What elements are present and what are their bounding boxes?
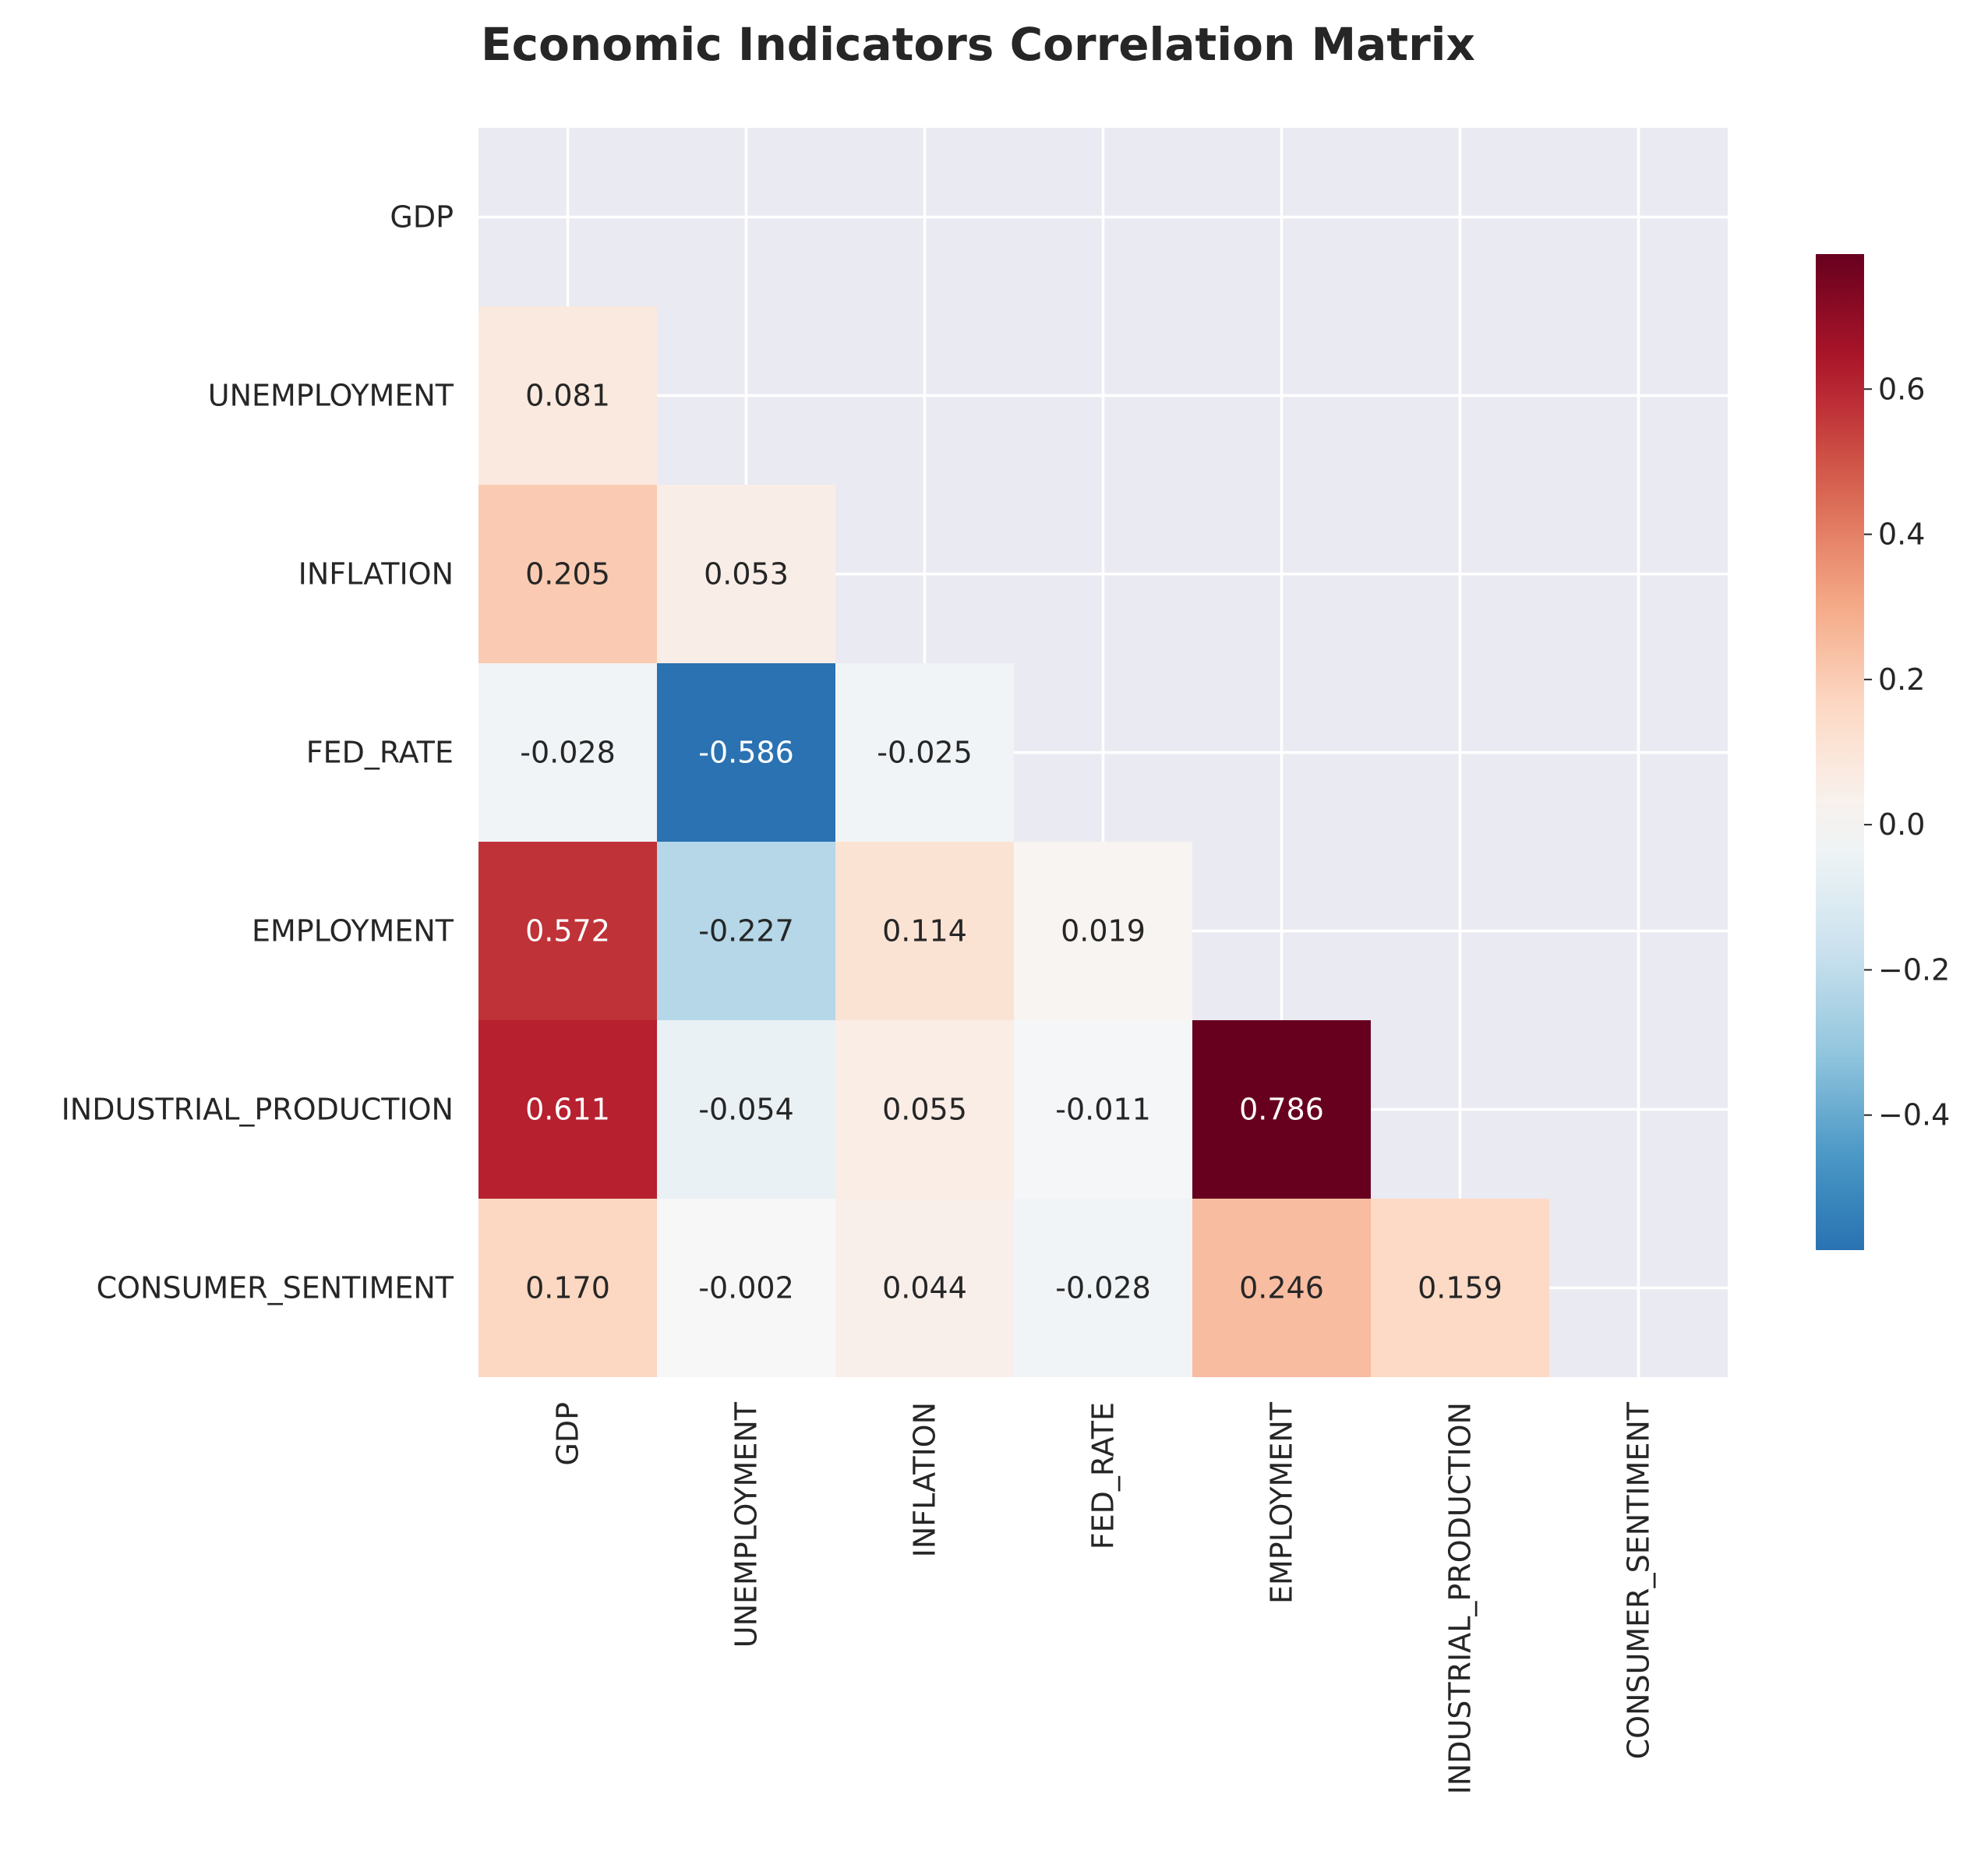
heatmap-cell xyxy=(478,663,657,842)
colorbar-tick-label: 0.2 xyxy=(1878,662,1925,697)
heatmap-cell xyxy=(657,663,835,842)
heatmap-cell xyxy=(835,842,1014,1020)
heatmap-cell xyxy=(478,306,657,485)
heatmap-cell xyxy=(657,842,835,1020)
cell-value-label: -0.227 xyxy=(698,914,794,948)
cell-value-label: 0.170 xyxy=(525,1271,610,1305)
x-tick-label: GDP xyxy=(551,1402,585,1466)
heatmap-cell xyxy=(1192,1020,1371,1199)
cell-value-label: 0.055 xyxy=(882,1093,967,1127)
x-tick-label: EMPLOYMENT xyxy=(1265,1401,1299,1604)
y-tick-label: CONSUMER_SENTIMENT xyxy=(97,1271,454,1305)
chart-title: Economic Indicators Correlation Matrix xyxy=(481,18,1475,71)
y-tick-label: INDUSTRIAL_PRODUCTION xyxy=(62,1093,454,1127)
x-tick-label: INFLATION xyxy=(908,1402,942,1557)
y-tick-label: FED_RATE xyxy=(306,736,454,770)
cell-value-label: -0.025 xyxy=(877,736,973,770)
y-tick-label: INFLATION xyxy=(298,557,454,592)
x-tick-label: UNEMPLOYMENT xyxy=(729,1401,764,1648)
cell-value-label: -0.586 xyxy=(698,736,794,770)
heatmap-cell xyxy=(835,1199,1014,1377)
heatmap-cell xyxy=(478,1199,657,1377)
cell-value-label: 0.053 xyxy=(704,557,789,592)
heatmap-cell xyxy=(1014,1199,1192,1377)
cell-value-label: 0.044 xyxy=(882,1271,967,1305)
cell-labels: 0.081 0.205 0.053 -0.028 -0.586 -0.025 0.572 -0… xyxy=(520,379,1502,1305)
cell-value-label: -0.002 xyxy=(698,1271,794,1305)
x-tick-label: CONSUMER_SENTIMENT xyxy=(1622,1401,1656,1759)
colorbar-tick-label: 0.4 xyxy=(1878,518,1925,552)
heatmap-cell xyxy=(657,1020,835,1199)
heatmap-cell xyxy=(1371,1199,1549,1377)
cell-value-label: -0.028 xyxy=(1055,1271,1151,1305)
colorbar-tick-label: −0.2 xyxy=(1878,952,1950,987)
x-tick-label: FED_RATE xyxy=(1086,1402,1121,1549)
heatmap-cell xyxy=(657,485,835,663)
heatmap-cell xyxy=(657,1199,835,1377)
cell-value-label: -0.028 xyxy=(520,736,616,770)
colorbar-tick-label: 0.6 xyxy=(1878,372,1925,406)
heatmap-cell xyxy=(1192,1199,1371,1377)
colorbar-gradient xyxy=(1816,254,1864,1250)
heatmap-cell xyxy=(478,1020,657,1199)
colorbar-tick-label: −0.4 xyxy=(1878,1098,1950,1132)
cell-value-label: -0.011 xyxy=(1055,1093,1151,1127)
heatmap-cell xyxy=(1014,842,1192,1020)
cell-value-label: 0.786 xyxy=(1239,1093,1324,1127)
cell-value-label: 0.205 xyxy=(525,557,610,592)
colorbar: 0.6 0.4 0.2 0.0 −0.2 −0.4 xyxy=(1816,254,1950,1250)
cell-value-label: 0.246 xyxy=(1239,1271,1324,1305)
x-tick-label: INDUSTRIAL_PRODUCTION xyxy=(1443,1402,1478,1794)
y-tick-label: GDP xyxy=(390,200,454,235)
heatmap-cell xyxy=(478,485,657,663)
cell-value-label: 0.611 xyxy=(525,1093,610,1127)
x-axis-tick-labels: GDP UNEMPLOYMENT INFLATION FED_RATE EMPLOYME… xyxy=(551,1401,1656,1794)
heatmap-cell xyxy=(835,663,1014,842)
cell-value-label: 0.019 xyxy=(1061,914,1146,948)
heatmap-cell xyxy=(1014,1020,1192,1199)
cell-value-label: 0.572 xyxy=(525,914,610,948)
colorbar-tick-label: 0.0 xyxy=(1878,807,1925,842)
heatmap-cell xyxy=(835,1020,1014,1199)
heatmap-cell xyxy=(478,842,657,1020)
cell-value-label: -0.054 xyxy=(698,1093,794,1127)
y-axis-tick-labels: GDP UNEMPLOYMENT INFLATION FED_RATE EMPLOYME… xyxy=(62,200,454,1305)
cell-value-label: 0.114 xyxy=(882,914,967,948)
cell-value-label: 0.159 xyxy=(1418,1271,1502,1305)
y-tick-label: UNEMPLOYMENT xyxy=(208,379,454,413)
cell-value-label: 0.081 xyxy=(525,379,610,413)
y-tick-label: EMPLOYMENT xyxy=(252,914,454,948)
heatmap-cells xyxy=(478,306,1549,1377)
